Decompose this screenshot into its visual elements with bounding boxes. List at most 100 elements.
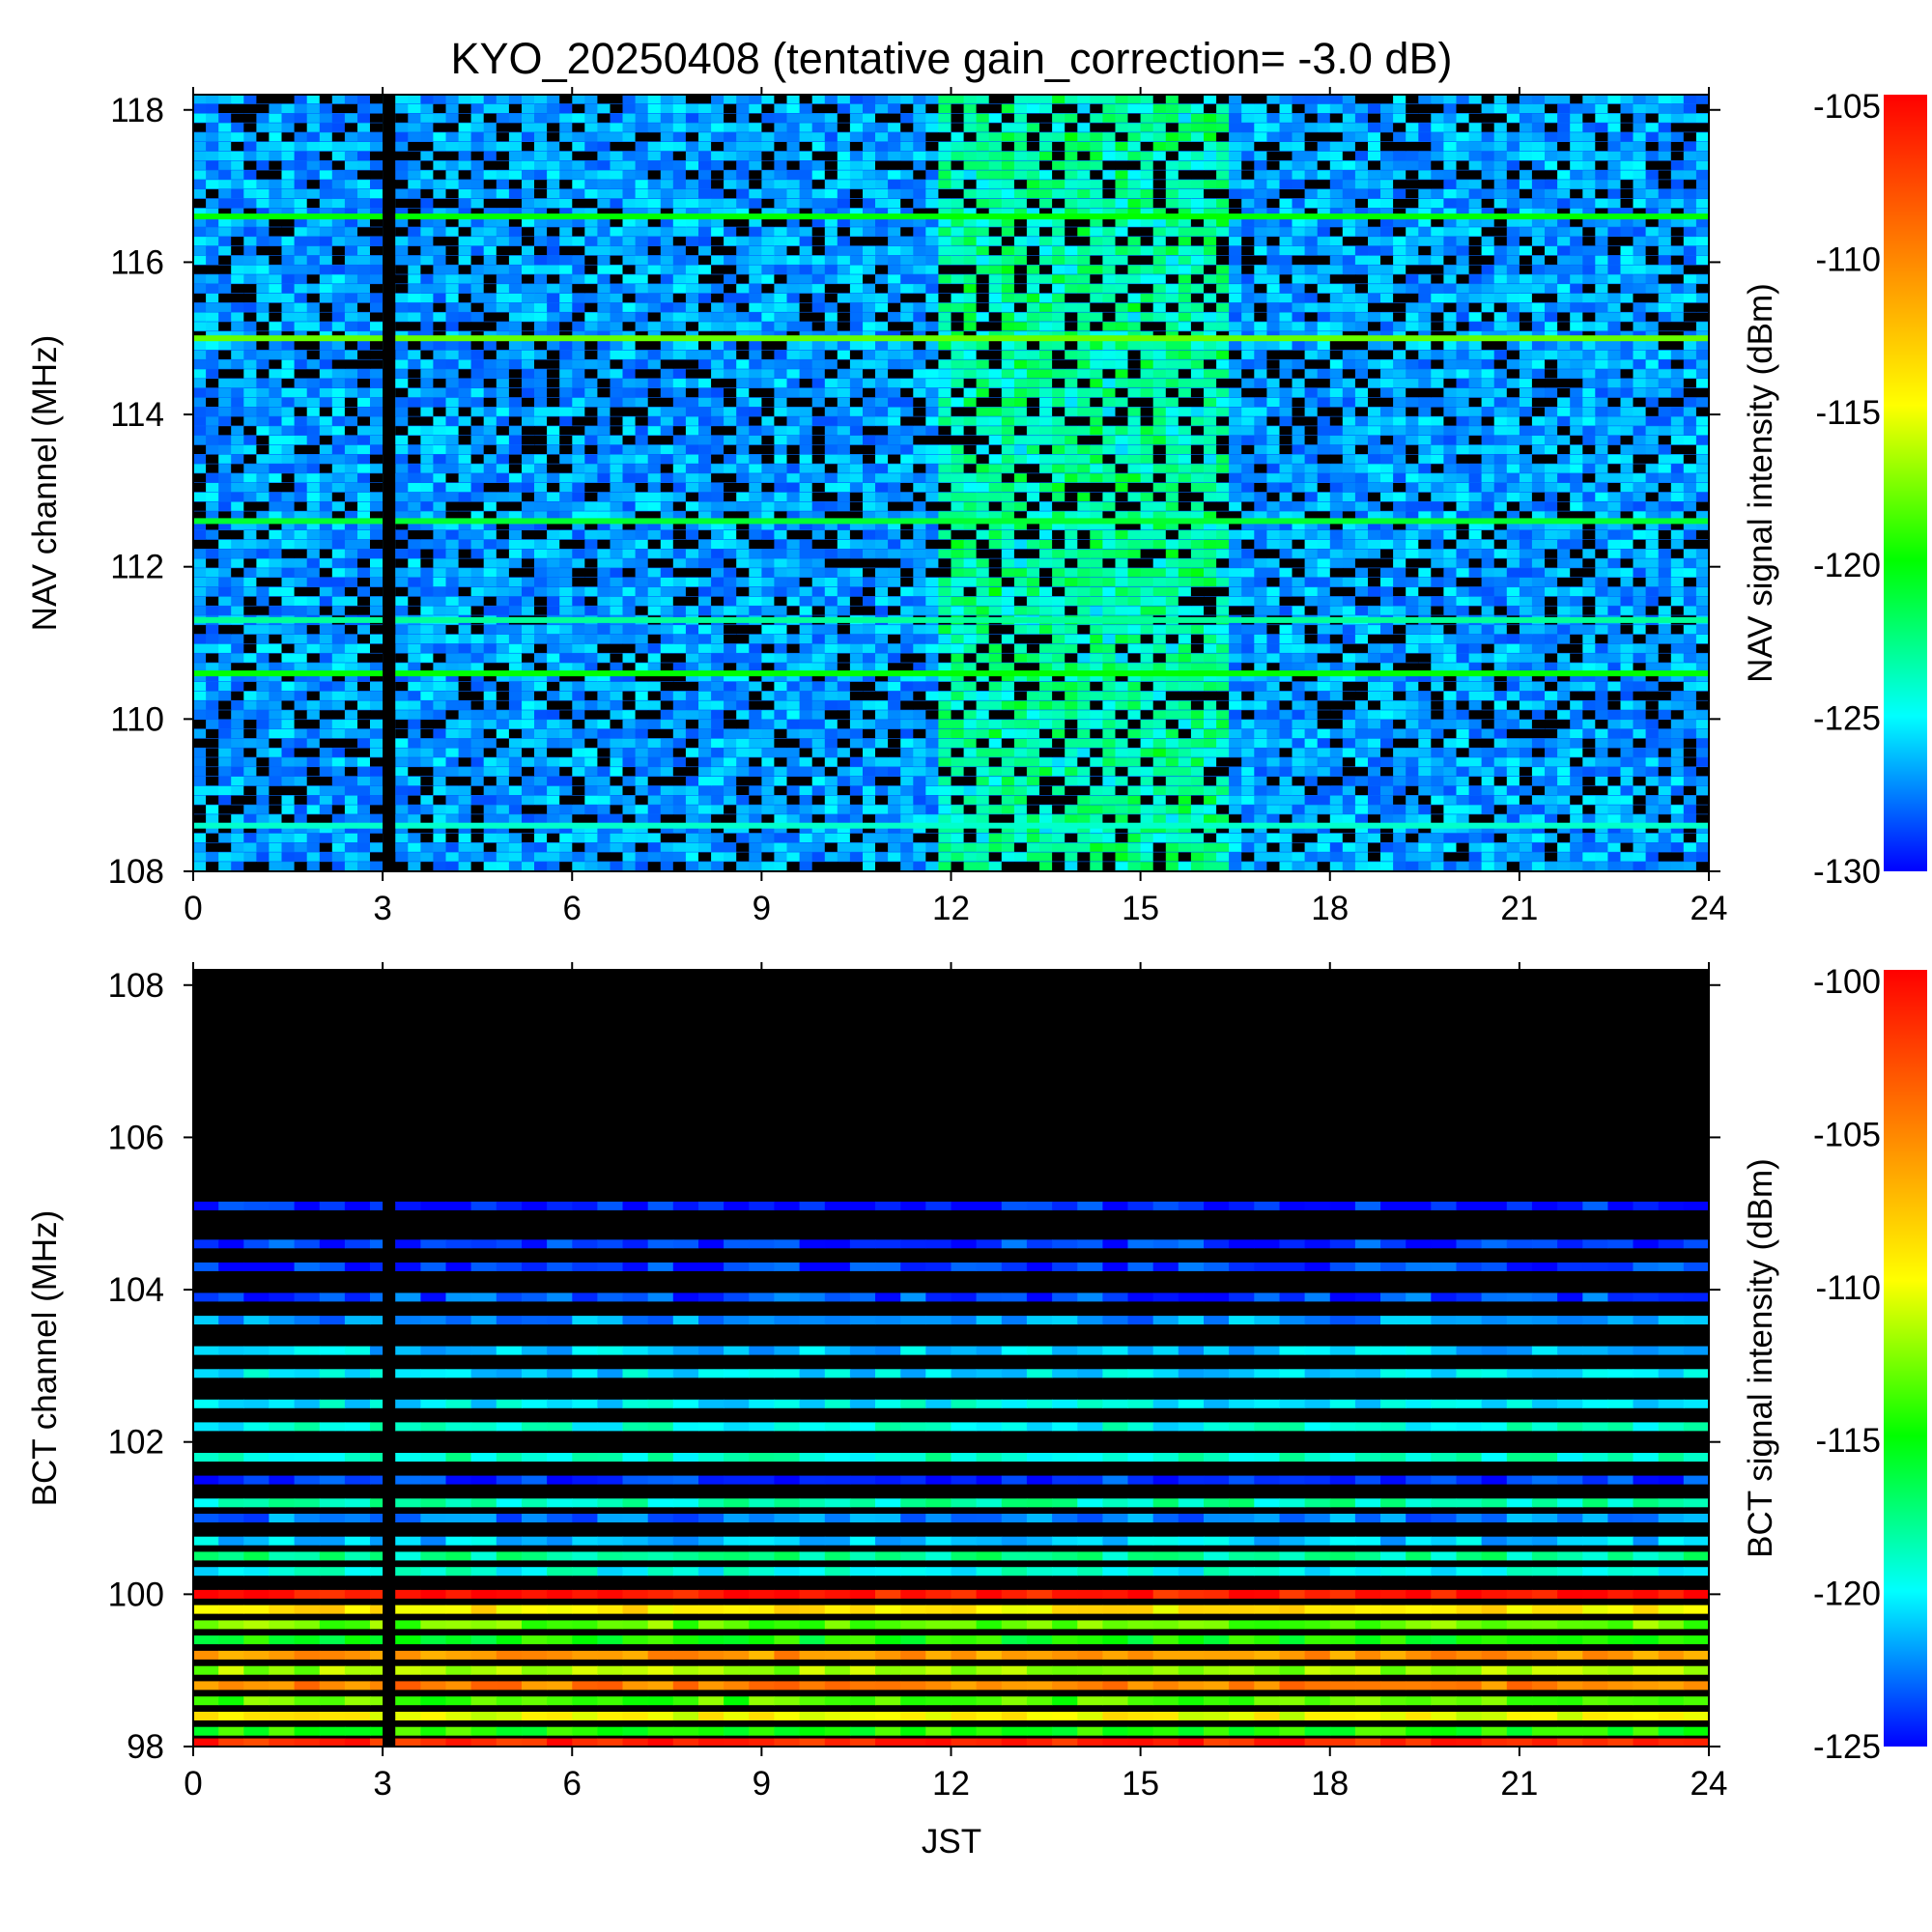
nav-heatmap-cell: [1481, 284, 1495, 294]
nav-heatmap-cell: [610, 151, 624, 160]
nav-heatmap-cell: [1304, 444, 1319, 454]
nav-heatmap-cell: [331, 217, 346, 227]
nav-heatmap-cell: [1140, 142, 1154, 152]
nav-heatmap-cell: [281, 473, 296, 483]
nav-heatmap-cell: [1065, 113, 1078, 123]
nav-heatmap-cell: [724, 454, 737, 464]
nav-heatmap-cell: [786, 388, 801, 398]
nav-heatmap-cell: [206, 265, 219, 274]
nav-heatmap-cell: [1368, 416, 1381, 426]
nav-heatmap-cell: [281, 426, 296, 436]
nav-heatmap-cell: [1165, 113, 1179, 123]
nav-heatmap-cell: [433, 454, 447, 464]
nav-heatmap-cell: [395, 151, 409, 160]
nav-heatmap-cell: [1279, 388, 1293, 398]
nav-heatmap-cell: [863, 142, 876, 152]
nav-heatmap-cell: [610, 180, 624, 189]
nav-heatmap-cell: [1545, 369, 1558, 379]
nav-heatmap-cell: [269, 208, 283, 217]
nav-heatmap-cell: [824, 160, 838, 170]
nav-heatmap-cell: [584, 113, 598, 123]
nav-heatmap-cell: [458, 170, 472, 180]
nav-heatmap-cell: [357, 369, 371, 379]
nav-heatmap-cell: [1229, 103, 1242, 113]
nav-heatmap-cell: [319, 483, 333, 493]
nav-heatmap-cell: [761, 397, 776, 407]
nav-heatmap-cell: [1468, 198, 1483, 209]
nav-heatmap-cell: [1052, 388, 1065, 398]
nav-heatmap-cell: [963, 227, 978, 237]
nav-heatmap-cell: [458, 274, 472, 284]
nav-heatmap-cell: [963, 113, 978, 123]
nav-heatmap-cell: [610, 95, 624, 104]
nav-heatmap-cell: [269, 302, 283, 312]
nav-heatmap-cell: [1039, 312, 1053, 322]
nav-heatmap-cell: [988, 322, 1003, 331]
nav-heatmap-cell: [1620, 416, 1634, 426]
nav-heatmap-cell: [1241, 302, 1255, 312]
nav-heatmap-cell: [1254, 170, 1267, 180]
nav-heatmap-cell: [1304, 473, 1319, 483]
nav-heatmap-cell: [736, 151, 750, 160]
nav-heatmap-cell: [1052, 170, 1065, 180]
nav-heatmap-cell: [1368, 340, 1381, 351]
nav-heatmap-cell: [1001, 227, 1015, 237]
nav-heatmap-cell: [1292, 255, 1306, 265]
nav-heatmap-cell: [572, 245, 585, 256]
nav-heatmap-cell: [938, 444, 952, 454]
nav-heatmap-cell: [951, 180, 965, 189]
nav-heatmap-cell: [1001, 312, 1015, 322]
nav-heatmap-cell: [786, 103, 801, 113]
nav-heatmap-cell: [660, 473, 674, 483]
nav-heatmap-cell: [1545, 142, 1558, 152]
nav-heatmap-cell: [193, 473, 207, 483]
nav-heatmap-cell: [1090, 302, 1103, 312]
nav-heatmap-cell: [559, 426, 573, 436]
nav-heatmap-cell: [1683, 322, 1697, 331]
nav-heatmap-cell: [395, 160, 409, 170]
nav-heatmap-cell: [1607, 170, 1622, 180]
nav-heatmap-cell: [698, 113, 712, 123]
nav-heatmap-cell: [1266, 359, 1281, 369]
nav-heatmap-cell: [231, 180, 244, 189]
nav-heatmap-cell: [900, 397, 914, 407]
nav-heatmap-cell: [1393, 340, 1406, 351]
nav-heatmap-cell: [951, 151, 965, 160]
nav-heatmap-cell: [1204, 284, 1217, 294]
nav-heatmap-cell: [1165, 170, 1179, 180]
nav-heatmap-cell: [1001, 142, 1015, 152]
nav-heatmap-cell: [281, 322, 296, 331]
nav-heatmap-cell: [547, 95, 560, 104]
nav-heatmap-cell: [1140, 312, 1154, 322]
nav-heatmap-cell: [218, 464, 232, 473]
nav-heatmap-cell: [1380, 340, 1394, 351]
nav-heatmap-cell: [622, 160, 637, 170]
nav-heatmap-cell: [1519, 369, 1533, 379]
nav-heatmap-cell: [1481, 95, 1495, 104]
nav-heatmap-cell: [1254, 426, 1267, 436]
nav-heatmap-cell: [572, 444, 585, 454]
nav-heatmap-cell: [370, 274, 384, 284]
nav-heatmap-cell: [1152, 444, 1167, 454]
nav-heatmap-cell: [925, 208, 939, 217]
nav-heatmap-cell: [1633, 142, 1647, 152]
nav-heatmap-cell: [370, 473, 384, 483]
nav-heatmap-cell: [281, 160, 296, 170]
nav-heatmap-cell: [1115, 350, 1129, 359]
nav-heatmap-cell: [1406, 113, 1419, 123]
nav-heatmap-cell: [1658, 293, 1672, 303]
nav-heatmap-cell: [1519, 407, 1533, 416]
nav-heatmap-cell: [976, 350, 990, 359]
nav-heatmap-cell: [1506, 293, 1520, 303]
nav-heatmap-cell: [1380, 293, 1394, 303]
nav-heatmap-cell: [1317, 312, 1331, 322]
nav-heatmap-cell: [1531, 293, 1546, 303]
nav-heatmap-cell: [610, 255, 624, 265]
nav-heatmap-cell: [1620, 379, 1634, 388]
nav-heatmap-cell: [319, 151, 333, 160]
nav-heatmap-cell: [786, 284, 801, 294]
nav-heatmap-cell: [1531, 180, 1546, 189]
nav-heatmap-cell: [1519, 302, 1533, 312]
nav-heatmap-cell: [1354, 227, 1369, 237]
nav-heatmap-cell: [331, 123, 346, 132]
